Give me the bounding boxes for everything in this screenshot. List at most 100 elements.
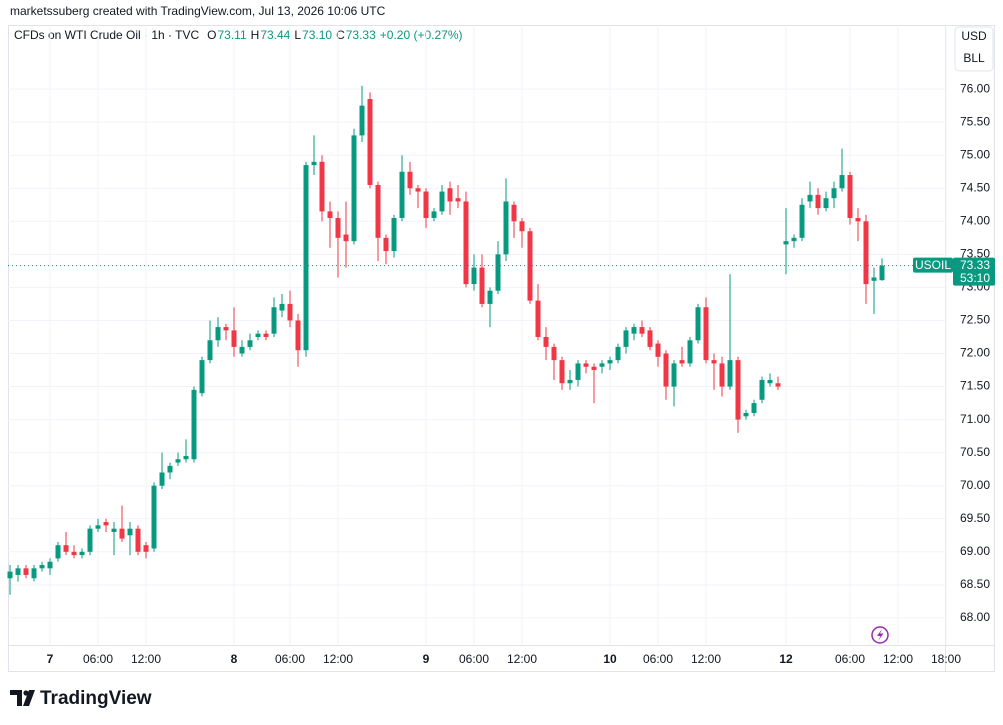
candle-body <box>79 551 85 556</box>
logo-slash <box>23 690 35 706</box>
candle-body <box>351 135 357 242</box>
candle-body <box>7 571 13 579</box>
candle-body <box>223 327 229 331</box>
candle-body <box>439 191 445 212</box>
countdown: 53:10 <box>960 271 990 285</box>
candle-body <box>503 201 509 255</box>
candle-body <box>647 330 653 347</box>
candle-body <box>807 194 813 202</box>
candle-body <box>607 360 613 364</box>
candle-body <box>799 204 805 238</box>
legend-change: +0.20 (+0.27%) <box>380 28 463 42</box>
candle-body <box>151 485 157 549</box>
candle-body <box>39 565 45 569</box>
candle-body <box>743 412 749 417</box>
y-tick-label: 69.50 <box>960 511 990 525</box>
candle-body <box>703 307 709 361</box>
candle-body <box>815 194 821 209</box>
candle-body <box>687 340 693 364</box>
x-tick-label: 06:00 <box>835 652 865 666</box>
candle-body <box>767 379 773 384</box>
candle-body <box>599 363 605 367</box>
candle-body <box>199 360 205 394</box>
logo-mark <box>10 690 22 706</box>
candle-body <box>735 360 741 420</box>
candle-body <box>631 327 637 334</box>
candle-body <box>575 363 581 380</box>
candle-body <box>31 568 37 579</box>
y-tick-label: 71.00 <box>960 412 990 426</box>
legend-value: 73.44 <box>260 28 290 42</box>
candle-body <box>167 465 173 473</box>
x-tick-label: 12:00 <box>507 652 537 666</box>
candle-body <box>375 184 381 238</box>
x-tick-label: 9 <box>423 652 430 666</box>
candle-body <box>399 171 405 219</box>
candle-body <box>623 330 629 347</box>
x-tick-label: 06:00 <box>275 652 305 666</box>
x-tick-label: 12:00 <box>323 652 353 666</box>
candle-body <box>279 303 285 311</box>
candle-body <box>103 522 109 526</box>
axes: 68.00 68.50 69.00 69.50 70.00 70.50 71.00 71.50… <box>47 81 995 666</box>
candles <box>7 85 945 595</box>
candle-body <box>239 346 245 354</box>
candle-body <box>191 389 197 460</box>
credit: marketssuberg created with TradingView.c… <box>10 4 386 18</box>
candle-body <box>343 234 349 242</box>
candle-body <box>327 211 333 219</box>
candle-body <box>311 161 317 166</box>
symbol-tag: USOIL <box>915 258 951 272</box>
candle-body <box>783 241 789 245</box>
candle-body <box>863 221 869 285</box>
candle-body <box>95 525 101 529</box>
candle-body <box>119 528 125 539</box>
candle-body <box>15 568 21 575</box>
x-tick-label: 06:00 <box>459 652 489 666</box>
candle-body <box>583 363 589 367</box>
x-tick-label: 7 <box>47 652 54 666</box>
x-tick-label: 18:00 <box>931 652 961 666</box>
candle-body <box>567 379 573 384</box>
candle-body <box>663 353 669 387</box>
candle-body <box>871 277 877 281</box>
legend-value: 73.10 <box>302 28 332 42</box>
y-tick-label: 72.50 <box>960 313 990 327</box>
x-tick-label: 12:00 <box>883 652 913 666</box>
y-tick-label: 75.00 <box>960 147 990 161</box>
grid <box>8 25 947 645</box>
candle-body <box>255 333 261 337</box>
legend-value: 73.11 <box>218 28 247 42</box>
candle-body <box>63 545 69 552</box>
logo-dot <box>23 690 29 696</box>
candle-body <box>463 201 469 285</box>
candle-body <box>271 307 277 334</box>
legend-key: H <box>251 28 260 42</box>
candle-body <box>543 336 549 347</box>
candle-body <box>759 379 765 400</box>
candle-body <box>47 561 53 569</box>
candle-body <box>447 188 453 202</box>
candle-body <box>159 472 165 486</box>
candle-body <box>127 528 133 536</box>
candle-body <box>879 265 885 281</box>
candle-body <box>231 330 237 347</box>
candle-body <box>135 528 141 552</box>
legend-key: L <box>294 28 301 42</box>
candle-body <box>55 545 61 559</box>
candle-body <box>111 528 117 532</box>
candle-body <box>183 455 189 460</box>
currency-box[interactable] <box>954 26 994 72</box>
candle-body <box>407 171 413 189</box>
y-tick-label: 68.00 <box>960 610 990 624</box>
candle-body <box>495 254 501 291</box>
candle-body <box>303 165 309 351</box>
legend-key: C <box>336 28 345 42</box>
candle-body <box>359 105 365 136</box>
candle-body <box>639 327 645 334</box>
legend-key: O <box>207 28 216 42</box>
ohlc-legend: O 73.11 H 73.44 L 73.10 C 73.33 +0.20 (+0.27%) <box>207 28 462 42</box>
frame <box>8 25 995 672</box>
